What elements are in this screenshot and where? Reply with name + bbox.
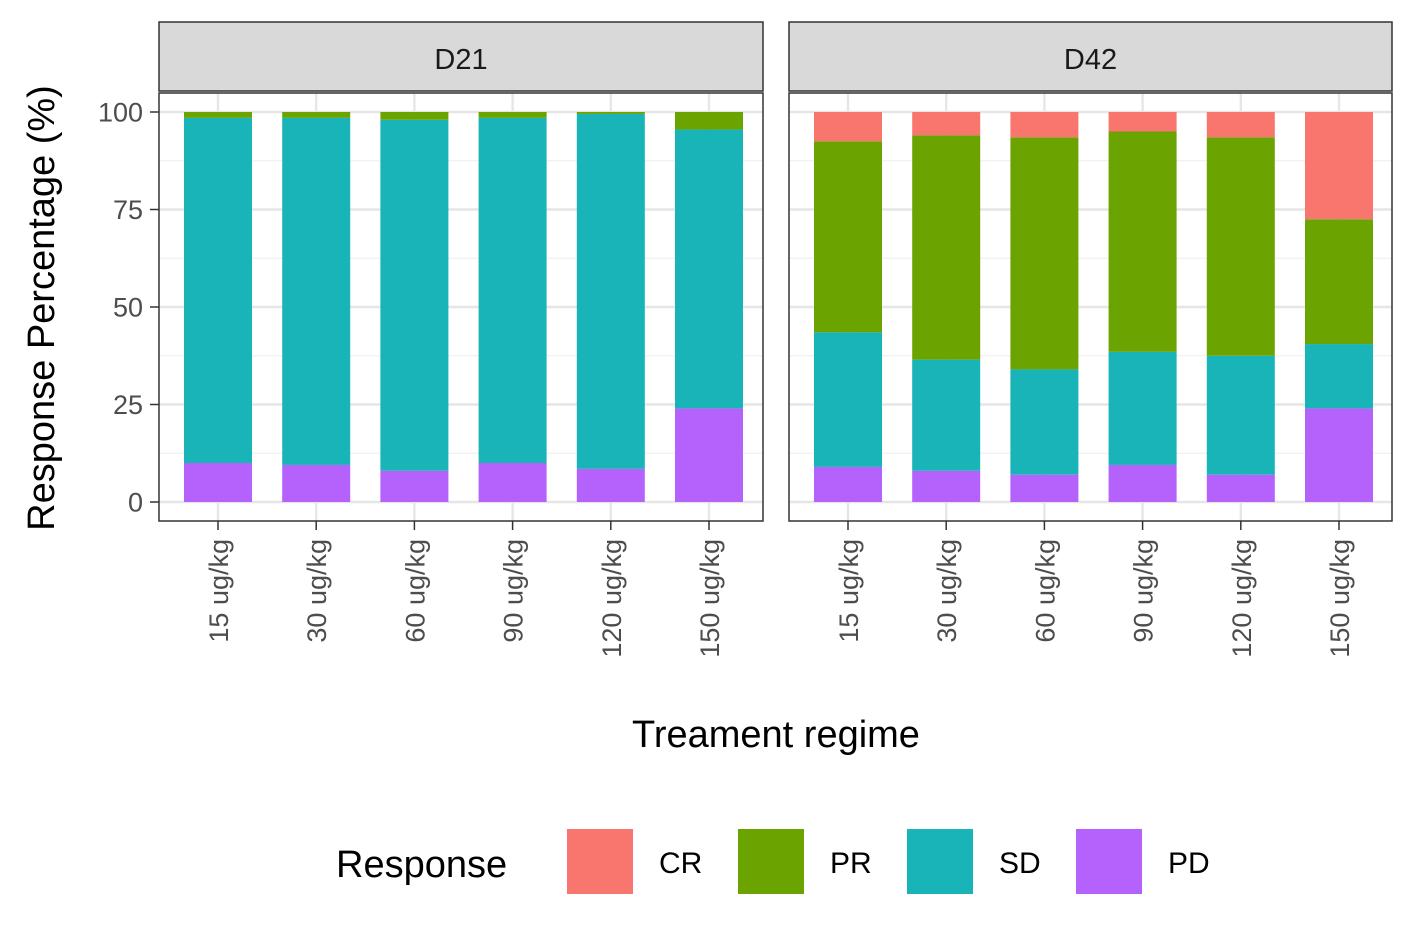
- x-tick-label: 120 ug/kg: [1227, 539, 1257, 658]
- y-tick-label: 25: [113, 390, 143, 420]
- y-tick-label: 75: [113, 195, 143, 225]
- y-tick-label: 50: [113, 293, 143, 323]
- legend-key-PD: [1076, 829, 1142, 894]
- bar-SD-D42-3: [1108, 351, 1177, 465]
- legend-key-CR: [567, 829, 633, 894]
- facet-panels: D21 15 ug/kg 30 ug/kg 60 ug/kg 90 ug/kg 120 u…: [158, 21, 1393, 658]
- bar-PR-D42-2: [1010, 137, 1079, 370]
- bar-SD-D42-0: [814, 332, 882, 467]
- bar-PD-D42-3: [1108, 464, 1177, 502]
- bar-SD-D42-1: [912, 359, 981, 471]
- legend-key-PR: [738, 829, 804, 894]
- x-tick-label: 150 ug/kg: [695, 539, 725, 658]
- facet-strip: [158, 21, 764, 92]
- facet-strip-label: D21: [434, 44, 487, 76]
- facet-strip: [788, 21, 1393, 92]
- bar-PR-D42-0: [814, 141, 882, 333]
- bar-CR-D42-2: [1010, 112, 1079, 138]
- bar-PR-D42-5: [1305, 219, 1373, 345]
- legend-label-PR: PR: [830, 847, 872, 880]
- y-axis-title: Response Percentage (%): [21, 85, 63, 531]
- x-tick-label: 15 ug/kg: [204, 539, 234, 643]
- bar-PD-D42-2: [1010, 474, 1079, 502]
- bar-PR-D42-1: [912, 135, 981, 360]
- bar-PR-D21-5: [675, 112, 743, 130]
- facet-D21: D21 15 ug/kg 30 ug/kg 60 ug/kg 90 ug/kg 120 u…: [158, 21, 764, 658]
- x-axis: 15 ug/kg 30 ug/kg 60 ug/kg 90 ug/kg 120 ug/k…: [834, 521, 1355, 658]
- x-tick-label: 90 ug/kg: [1129, 539, 1159, 643]
- bar-PR-D21-1: [282, 112, 351, 118]
- bar-PR-D42-3: [1108, 131, 1177, 352]
- facet-strip-label: D42: [1064, 44, 1117, 76]
- bar-SD-D21-0: [184, 117, 252, 463]
- bar-SD-D21-2: [380, 119, 449, 471]
- x-tick-label: 60 ug/kg: [1030, 539, 1060, 643]
- bar-PD-D42-4: [1206, 474, 1275, 502]
- bar-PD-D21-3: [478, 463, 547, 502]
- y-tick-label: 0: [128, 488, 143, 518]
- bar-PR-D21-0: [184, 112, 252, 118]
- bar-PR-D42-4: [1206, 137, 1275, 356]
- bar-SD-D21-3: [478, 117, 547, 463]
- legend: Response CR PR SD PD: [336, 829, 1210, 894]
- bar-PR-D21-2: [380, 112, 449, 120]
- bars: [814, 112, 1373, 502]
- x-tick-label: 120 ug/kg: [597, 539, 627, 658]
- bar-SD-D21-4: [576, 113, 645, 469]
- legend-title: Response: [336, 844, 507, 886]
- bar-PD-D42-5: [1305, 408, 1373, 502]
- bar-PD-D21-5: [675, 408, 743, 502]
- bar-CR-D42-0: [814, 112, 882, 142]
- bar-PD-D21-0: [184, 463, 252, 502]
- bar-CR-D42-1: [912, 112, 981, 136]
- bars: [184, 112, 743, 502]
- y-axis: 0 25 50 75 100: [98, 98, 159, 518]
- legend-label-PD: PD: [1168, 847, 1210, 880]
- bar-PD-D21-2: [380, 470, 449, 502]
- bar-CR-D42-5: [1305, 112, 1373, 220]
- panel-border: [788, 92, 1393, 522]
- bar-CR-D42-4: [1206, 112, 1275, 138]
- bar-PD-D21-1: [282, 464, 351, 502]
- x-tick-label: 30 ug/kg: [302, 539, 332, 643]
- bar-SD-D42-4: [1206, 355, 1275, 475]
- bar-PD-D21-4: [576, 468, 645, 502]
- facet-D42: D42 15 ug/kg 30 ug/kg 60 ug/kg 90 ug/kg 120 u…: [788, 21, 1393, 658]
- x-tick-label: 90 ug/kg: [499, 539, 529, 643]
- x-tick-label: 30 ug/kg: [932, 539, 962, 643]
- legend-keys: CR PR SD PD: [567, 829, 1210, 894]
- legend-label-CR: CR: [659, 847, 702, 880]
- bar-PD-D42-1: [912, 470, 981, 502]
- bar-SD-D21-1: [282, 117, 351, 465]
- x-axis: 15 ug/kg 30 ug/kg 60 ug/kg 90 ug/kg 120 ug/k…: [204, 521, 725, 658]
- bar-PD-D42-0: [814, 466, 882, 502]
- bar-SD-D42-5: [1305, 344, 1373, 409]
- x-tick-label: 60 ug/kg: [400, 539, 430, 643]
- y-tick-label: 100: [98, 98, 143, 128]
- x-tick-label: 150 ug/kg: [1325, 539, 1355, 658]
- x-axis-title: Treament regime: [632, 714, 920, 756]
- legend-label-SD: SD: [999, 847, 1041, 880]
- bar-SD-D21-5: [675, 129, 743, 409]
- bar-SD-D42-2: [1010, 369, 1079, 475]
- legend-key-SD: [907, 829, 973, 894]
- bar-CR-D42-3: [1108, 112, 1177, 132]
- bar-PR-D21-3: [478, 112, 547, 118]
- bar-PR-D21-4: [576, 112, 645, 114]
- x-tick-label: 15 ug/kg: [834, 539, 864, 643]
